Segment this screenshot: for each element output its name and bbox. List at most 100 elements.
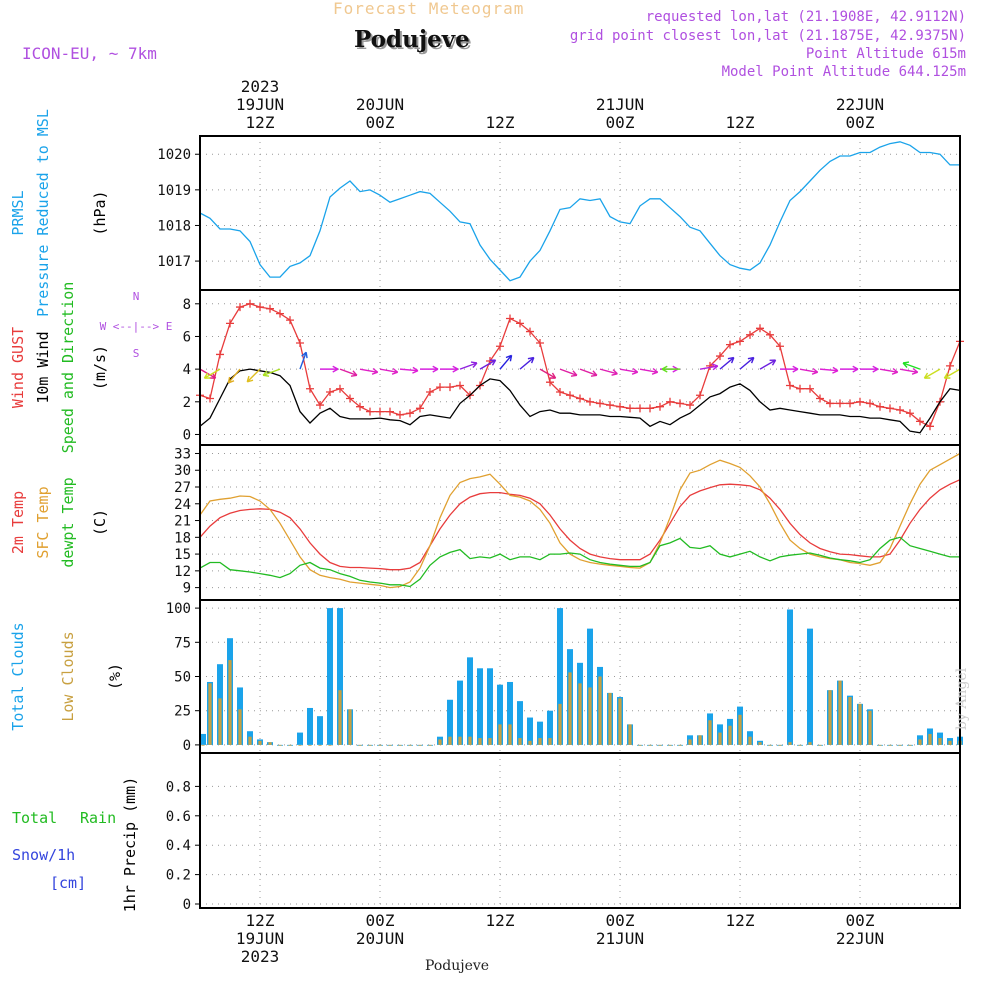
total-cloud-bar [507, 681, 513, 745]
low-cloud-bar [528, 740, 532, 745]
wind-direction-arrow [924, 368, 941, 379]
total-cloud-bar [307, 707, 313, 745]
gust-marker [926, 422, 934, 431]
low-cloud-bar [848, 697, 852, 745]
low-cloud-bar [418, 744, 422, 746]
wind-direction-arrow [579, 368, 598, 376]
total-cloud-bar [787, 609, 793, 745]
low-cloud-bar [688, 739, 692, 745]
wind-direction-arrow [944, 368, 961, 379]
y-axis-label: dewpt Temp [59, 477, 77, 567]
low-cloud-bar [288, 744, 292, 746]
wind-arrow-head [911, 371, 918, 375]
bottom-time-label: 00Z [366, 911, 395, 930]
wind-arrow-head [747, 356, 754, 360]
wind-direction-arrow [819, 368, 838, 372]
y-tick-label: 0.6 [166, 809, 191, 825]
y-tick-label: 75 [174, 635, 191, 651]
point-altitude: Point Altitude 615m [805, 46, 966, 62]
panel-frame [199, 752, 961, 909]
series-wind [199, 368, 961, 434]
low-cloud-bar [918, 739, 922, 745]
low-cloud-bar [938, 738, 942, 745]
wind-arrow-head [590, 374, 598, 377]
low-cloud-bar [828, 690, 832, 745]
y-tick-label: 2 [183, 395, 191, 411]
y-tick-label: 50 [174, 670, 191, 686]
wind-arrow-head [852, 365, 859, 370]
series-dewpt [199, 536, 960, 588]
wind-direction-arrow [339, 368, 358, 376]
bottom-time-label: 00Z [846, 911, 875, 930]
wind-arrow-head [612, 369, 618, 375]
y-tick-label: 0.2 [166, 868, 191, 884]
wind-direction-arrow [719, 357, 735, 370]
wind-arrow-head [371, 371, 378, 375]
gust-marker [406, 409, 414, 418]
y-tick-label: 0.8 [166, 779, 191, 795]
wind-direction-arrow [227, 368, 241, 384]
wind-arrow-head [432, 368, 439, 373]
total-cloud-bar [517, 701, 523, 745]
top-time-label: 19JUN [236, 95, 284, 114]
y-tick-label: 0 [183, 427, 191, 443]
gust-marker [856, 397, 864, 406]
total-cloud-bar [457, 680, 463, 745]
gust-marker [226, 319, 234, 328]
total-cloud-bar [547, 710, 553, 745]
wind-arrow-head [792, 365, 799, 370]
gust-marker [606, 401, 614, 410]
y-tick-label: 24 [174, 497, 191, 513]
gust-marker [736, 337, 744, 346]
gust-marker [256, 303, 264, 312]
y-tick-label: 9 [183, 581, 191, 597]
gust-marker [876, 402, 884, 411]
gust-marker [826, 399, 834, 408]
wind-arrow-head [505, 354, 512, 359]
gust-marker [236, 303, 244, 312]
low-cloud-bar [518, 738, 522, 745]
gust-marker [426, 388, 434, 396]
model-altitude: Model Point Altitude 644.125m [721, 64, 966, 80]
wind-direction-arrow [262, 368, 281, 376]
gust-marker [286, 316, 294, 325]
gust-marker [616, 402, 624, 411]
low-cloud-bar [578, 683, 582, 745]
wind-arrow-head [902, 361, 910, 364]
wind-direction-arrow [759, 359, 776, 370]
low-cloud-bar [248, 736, 252, 745]
low-cloud-bar [878, 744, 882, 746]
panel-frame [199, 444, 961, 601]
gust-marker [566, 391, 574, 400]
gust-marker [276, 309, 284, 318]
y-axis-label: (%) [106, 663, 124, 690]
low-cloud-bar [928, 733, 932, 745]
wind-arrow-head [527, 356, 534, 360]
panel-pressure [195, 135, 961, 291]
series-pressure [199, 141, 960, 282]
gust-marker [366, 407, 374, 416]
gust-marker [216, 350, 224, 359]
total-cloud-bar [497, 684, 503, 745]
wind-arrow-head [572, 370, 578, 376]
total-cloud-bar [477, 668, 483, 745]
low-cloud-bar [608, 692, 612, 745]
wind-arrow-head [652, 367, 659, 373]
gust-marker [326, 388, 334, 396]
top-time-label: 21JUN [596, 95, 644, 114]
gust-marker [686, 401, 694, 410]
y-tick-label: 30 [174, 463, 191, 479]
gust-marker [316, 401, 324, 410]
total-cloud-bar [807, 628, 813, 745]
total-cloud-bar [467, 657, 473, 745]
low-cloud-bar [728, 725, 732, 745]
gust-marker [796, 384, 804, 393]
y-tick-label: 33 [174, 446, 191, 462]
wind-direction-arrow [739, 357, 755, 370]
low-cloud-bar [898, 744, 902, 746]
gust-marker [526, 327, 534, 336]
gridpoint-coords: grid point closest lon,lat (21.1875E, 42… [569, 28, 966, 44]
top-time-label: 00Z [846, 113, 875, 132]
gust-marker [726, 340, 734, 349]
gust-marker [576, 394, 584, 403]
